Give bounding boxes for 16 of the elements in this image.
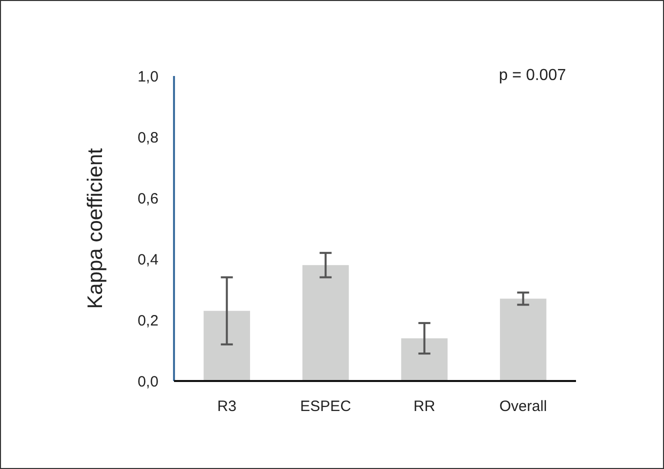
y-tick-label: 1,0 — [138, 68, 158, 86]
y-tick-label: 0,4 — [138, 251, 158, 268]
x-tick-label: ESPEC — [300, 398, 352, 415]
y-tick-label: 0,8 — [138, 129, 158, 146]
annotation: p = 0.007 — [498, 67, 566, 84]
y-tick-label: 0,6 — [138, 190, 158, 208]
y-axis-title: Kappa coefficient — [84, 148, 107, 309]
bar — [401, 338, 448, 381]
bar — [204, 310, 250, 381]
y-tick-label: 0,0 — [138, 373, 158, 390]
bar — [500, 298, 546, 381]
x-tick-label: RR — [414, 398, 436, 415]
bar — [302, 265, 349, 381]
x-tick-label: Overall — [499, 398, 547, 415]
y-tick-label: 0,2 — [138, 312, 158, 330]
x-tick-label: R3 — [217, 398, 236, 415]
